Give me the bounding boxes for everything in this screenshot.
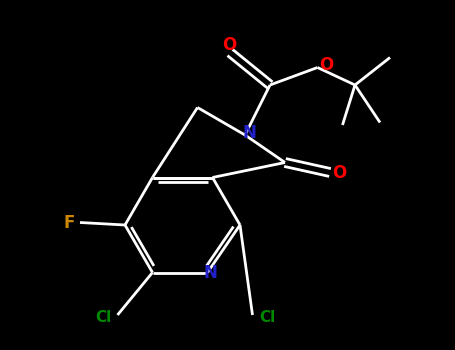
- Text: F: F: [63, 214, 75, 231]
- Text: N: N: [242, 124, 256, 141]
- Text: N: N: [203, 265, 217, 282]
- Text: O: O: [222, 36, 236, 54]
- Text: Cl: Cl: [96, 310, 111, 325]
- Text: Cl: Cl: [259, 310, 276, 325]
- Text: O: O: [332, 163, 346, 182]
- Text: O: O: [319, 56, 334, 74]
